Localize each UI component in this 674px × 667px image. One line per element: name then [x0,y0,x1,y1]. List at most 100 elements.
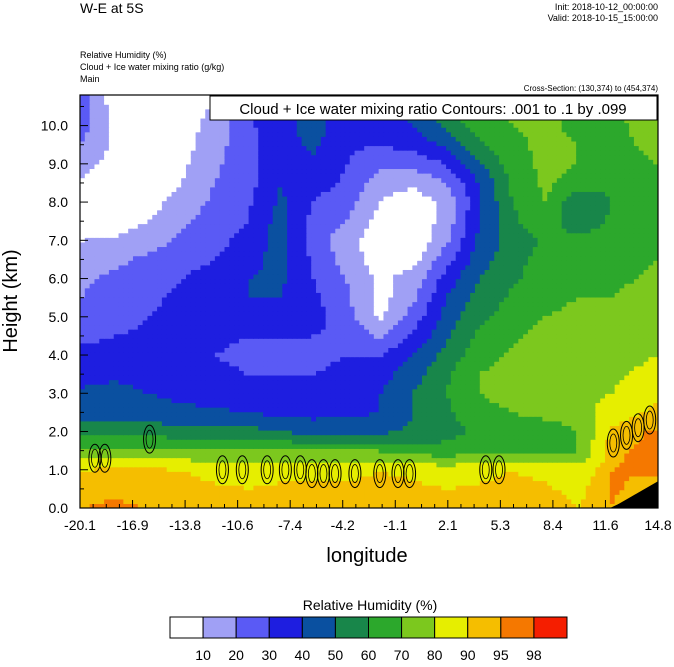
rh-cell [542,324,548,330]
rh-cell [590,439,596,445]
rh-cell [441,338,447,344]
rh-cell [118,457,124,463]
rh-cell [311,439,317,445]
rh-cell [234,425,240,431]
rh-cell [287,416,293,422]
rh-cell [200,342,206,348]
rh-cell [508,411,515,417]
rh-cell [460,494,466,500]
rh-cell [89,347,96,353]
rh-cell [99,324,105,330]
rh-cell [421,402,428,408]
rh-cell [653,425,658,431]
rh-cell [600,416,606,422]
rh-cell [595,485,601,491]
rh-cell [224,319,230,326]
rh-cell [421,489,428,495]
rh-cell [595,347,601,353]
rh-cell [253,370,259,376]
rh-cell [282,498,288,505]
rh-cell [537,407,543,413]
rh-cell [157,388,163,394]
rh-cell [142,494,149,500]
rh-cell [518,393,524,399]
rh-cell [190,333,197,339]
rh-cell [181,452,187,459]
rh-cell [205,361,211,367]
rh-cell [296,388,303,394]
rh-cell [614,324,621,330]
rh-cell [234,489,240,495]
rh-cell [552,397,558,404]
rh-cell [128,420,134,426]
rh-cell [585,324,592,330]
rh-cell [344,338,351,344]
rh-cell [614,338,621,344]
rh-cell [277,365,283,371]
rh-cell [128,503,134,508]
rh-cell [566,480,572,486]
rh-cell [460,356,466,362]
rh-cell [542,361,548,367]
rh-cell [248,333,254,339]
rh-cell [585,393,592,399]
rh-cell [248,365,254,371]
rh-cell [460,489,466,495]
rh-cell [653,361,658,367]
rh-cell [484,434,491,440]
rh-cell [503,503,510,508]
rh-cell [441,471,447,477]
rh-cell [614,452,621,459]
rh-cell [84,384,91,390]
rh-cell [340,489,346,495]
rh-cell [258,503,264,508]
rh-cell [185,338,192,344]
rh-cell [291,356,298,362]
rh-cell [181,489,187,495]
rh-cell [335,462,341,468]
rh-cell [152,452,158,459]
rh-cell [629,393,635,399]
rh-cell [248,388,254,394]
rh-cell [494,370,500,376]
rh-cell [330,439,336,445]
rh-cell [161,319,168,326]
rh-cell [205,338,211,344]
rh-cell [277,448,283,454]
rh-cell [340,315,346,321]
rh-cell [629,370,635,376]
rh-cell [508,342,515,348]
rh-cell [638,319,645,326]
rh-cell [94,402,100,408]
rh-cell [147,402,153,408]
rh-cell [373,356,380,362]
rh-cell [335,338,341,344]
rh-cell [595,489,601,495]
rh-cell [267,324,274,330]
rh-cell [465,319,471,326]
rh-cell [431,356,438,362]
rh-cell [494,420,500,426]
rh-cell [123,333,129,339]
rh-cell [426,393,433,399]
rh-cell [311,356,317,362]
rh-cell [508,457,515,463]
rh-cell [537,342,543,348]
rh-cell [171,448,177,454]
rh-cell [605,329,611,335]
rh-cell [402,388,409,394]
rh-cell [474,324,481,330]
rh-cell [393,416,399,422]
rh-cell [446,498,452,505]
rh-cell [108,471,115,477]
rh-cell [248,471,254,477]
rh-cell [556,393,563,399]
rh-cell [219,439,226,445]
rh-cell [369,494,375,500]
rh-cell [147,333,153,339]
rh-cell [412,462,418,468]
rh-cell [291,333,298,339]
rh-cell [638,365,645,371]
rh-cell [566,356,572,362]
rh-cell [80,324,86,330]
